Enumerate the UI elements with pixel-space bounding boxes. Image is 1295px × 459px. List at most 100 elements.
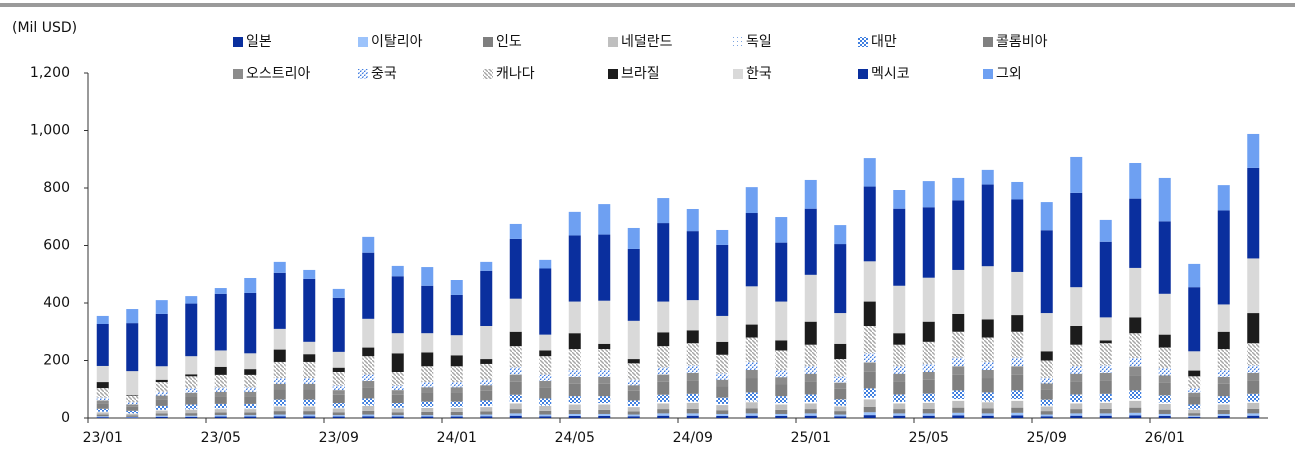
bar-segment [1011,357,1024,367]
bar-segment [1129,412,1142,416]
bar-segment [332,372,345,386]
bar-segment [568,333,581,349]
bar-segment [598,234,611,301]
bar-segment [598,204,611,235]
bar-segment [96,365,109,383]
bar-segment [922,379,935,394]
bar-segment [185,374,198,377]
bar-segment [303,269,316,279]
bar-segment [1217,409,1230,414]
bar-segment [1217,404,1230,410]
bar-segment [509,415,522,418]
x-tick-label: 25/05 [909,430,949,446]
bar-segment [244,391,257,397]
bar-segment [214,350,227,367]
bar-segment [539,259,552,269]
bar-segment [1158,375,1171,383]
bar-segment [981,337,994,362]
bar-segment [1217,415,1230,418]
bar-segment [126,410,139,414]
bar-segment [332,394,345,404]
bar-segment [1158,413,1171,416]
bar-segment [244,277,257,293]
bar-segment [1217,396,1230,404]
bar-segment [421,416,434,418]
bar-segment [126,413,139,416]
bar-segment [657,413,670,416]
bar-segment [627,379,640,386]
bar-segment [1217,331,1230,349]
bar-segment [1040,351,1053,361]
bar-segment [155,399,168,406]
y-tick-label: 400 [43,295,70,311]
x-tick-label: 25/01 [791,430,831,446]
bar-segment [952,269,965,314]
bar-segment [568,383,581,397]
bar-segment [893,415,906,418]
bar-segment [1070,156,1083,193]
bar-segment [775,413,788,416]
bar-segment [1158,347,1171,369]
bar-segment [1158,403,1171,410]
legend-swatch [858,69,868,79]
bar-segment [273,399,286,406]
legend-label: 멕시코 [871,66,910,82]
bar-segment [332,385,345,391]
legend-label: 독일 [746,34,772,50]
bar-segment [1188,413,1201,416]
bar-segment [1247,401,1260,403]
bar-segment [804,401,817,404]
legend-swatch [233,69,243,79]
bar-segment [1188,408,1201,410]
bar-segment [391,408,404,413]
bar-segment [185,388,198,393]
bar-segment [1129,399,1142,401]
legend-label: 중국 [371,66,397,82]
bar-segment [96,408,109,412]
bar-segment [480,400,493,406]
bar-segment [1217,403,1230,405]
bar-segment [716,386,729,398]
bar-segment [1011,366,1024,375]
bar-segment [391,265,404,277]
bar-segment [421,406,434,408]
bar-segment [1099,317,1112,341]
bar-segment [922,181,935,208]
bar-segment [1247,258,1260,314]
bar-segment [1011,407,1024,413]
bar-segment [303,411,316,415]
bar-segment [834,376,847,383]
bar-segment [303,341,316,355]
bar-segment [1217,210,1230,305]
bar-segment [834,313,847,344]
bar-segment [1099,241,1112,318]
legend-swatch [483,69,493,79]
bar-segment [1129,415,1142,418]
bar-segment [686,300,699,331]
bar-segment [922,413,935,416]
bar-segment [657,415,670,418]
bar-segment [332,407,345,409]
bar-segment [185,413,198,416]
bar-segment [657,346,670,368]
bar-segment [716,373,729,380]
bar-segment [214,288,227,294]
bar-segment [893,208,906,286]
legend-label: 네덜란드 [621,34,673,50]
bar-segment [775,242,788,302]
bar-segment [716,415,729,418]
y-tick-label: 1,200 [30,65,70,81]
bar-segment [362,410,375,415]
bar-segment [745,361,758,370]
bar-segment [686,365,699,373]
legend-swatch [608,69,618,79]
bar-segment [716,403,729,406]
bar-segment [952,366,965,375]
bar-segment [1011,412,1024,416]
bar-segment [1011,331,1024,358]
bar-segment [804,321,817,345]
bar-segment [1247,408,1260,414]
bar-segment [96,315,109,324]
y-tick-label: 600 [43,238,70,254]
bar-segment [244,387,257,392]
